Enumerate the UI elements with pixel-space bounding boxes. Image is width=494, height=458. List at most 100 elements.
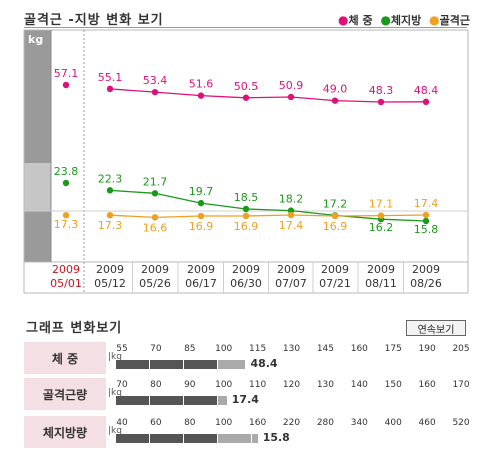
x-tick-date: 07/07 [275,277,307,290]
data-label: 16.9 [323,220,348,233]
data-point [106,85,114,93]
gauge-tick-label: 130 [282,344,301,354]
gauge-scale: 55 70 85 100 115 130 145 160 175 190 205 [116,344,472,358]
chart-title: 골격근 -지방 변화 보기 [24,13,164,28]
gauge-tick-label: 190 [418,344,436,354]
gauge-unit: |kg [108,426,122,436]
gauge-tick-label: 520 [452,418,470,428]
gauge-segment [149,360,183,369]
gauge-scale: 40 60 80 100 160 220 280 340 400 460 520 [116,418,472,432]
gauge-tick-label: 90 [184,380,196,390]
gauge-segment [183,396,217,405]
gauge-tick-label: 120 [282,380,301,390]
data-label: 18.2 [279,193,304,206]
gauge-tick-label: 220 [282,418,301,428]
series-line [109,88,427,103]
data-point [377,212,385,219]
data-point [287,211,295,219]
x-tick-year: 2009 [412,263,440,276]
data-point [242,212,250,220]
data-point [197,199,205,207]
gauge-tick-label: 145 [316,344,335,354]
plot-frame [23,29,469,294]
data-point [62,212,70,219]
data-label: 50.9 [279,79,304,92]
gauge-tick-label: 205 [452,344,470,354]
gauge-tick-label: 160 [350,344,368,354]
gauge-segment [149,434,183,443]
x-tick-year: 2009 [367,263,395,276]
data-label: 15.8 [414,223,439,236]
data-label: 17.4 [414,197,439,210]
data-label: 55.1 [98,71,123,84]
gauge-bar [116,360,246,369]
gauge-row: 골격근량 |kg 70 80 90 100 110 120 130 140 150 160 170 17.… [24,378,474,410]
gauge-segment [116,434,149,443]
data-label: 49.0 [323,83,348,96]
gauge-value: 17.4 [231,393,259,406]
gauge-tick-label: 115 [249,344,267,354]
data-point [197,212,205,220]
legend-item-weight: ●체 중 [338,13,373,27]
y-band-dark [24,211,51,262]
gauge-tick-label: 60 [150,418,162,428]
gauge-tick-label: 400 [384,418,402,428]
gauge-tick-label: 150 [384,380,402,390]
legend-item-muscle: ●골격근 [429,13,470,27]
x-tick-date: 06/17 [185,277,217,290]
gauge-segment [217,360,246,369]
x-tick-year: 2009 [277,263,305,276]
y-band-mid [24,163,51,211]
data-point [377,98,385,106]
x-tick-date: 05/12 [94,277,126,290]
x-tick-date: 05/01 [50,277,82,290]
gauge-tick-label: 160 [418,380,436,390]
x-tick-date: 08/11 [365,277,397,290]
gauge-unit: |kg [108,388,122,398]
gauge-tick-label: 85 [184,344,196,354]
x-tick-year: 2009 [321,263,349,276]
data-point [242,94,250,101]
data-label: 22.3 [98,172,123,185]
data-label: 16.9 [234,220,259,233]
gauge-segment [149,396,183,405]
legend-dot-icon: ● [380,13,391,27]
gauge-segment [251,434,258,443]
gauge-tick-label: 170 [452,380,470,390]
x-tick-year: 2009 [96,263,124,276]
panel-title: 그래프 변화보기 [26,321,123,336]
gauge-tick-label: 100 [215,418,233,428]
x-tick-year: 2009 [52,263,80,276]
gauge-name: 골격근량 [24,378,106,410]
gauge-segment [116,360,149,369]
gauge-segment [217,434,251,443]
data-label: 23.8 [54,165,79,178]
data-label: 17.4 [279,219,304,232]
gauge-row: 체지방량 |kg 40 60 80 100 160 220 280 340 400 460 520 15.… [24,416,474,448]
gauge-segment [183,360,217,369]
gauge-tick-label: 160 [249,418,267,428]
gauge-bar [116,434,259,443]
gauge-tick-label: 280 [316,418,335,428]
data-label: 48.4 [414,84,439,97]
data-label: 48.3 [369,84,394,97]
data-label: 17.2 [323,197,348,210]
x-tick-year: 2009 [232,263,260,276]
gauge-tick-label: 110 [249,380,267,390]
x-tick-date: 06/30 [230,277,262,290]
legend-label: 골격근 [439,14,470,27]
data-point [197,92,205,99]
data-point [62,81,70,89]
series-line [109,189,427,222]
series-line [109,214,427,219]
gauge-tick-label: 70 [150,344,162,354]
y-unit-label: kg [28,33,43,46]
data-label: 17.3 [98,219,123,232]
data-point [106,187,114,194]
continuous-view-button[interactable]: 연속보기 [406,320,466,336]
data-label: 16.2 [369,221,394,234]
x-tick-year: 2009 [141,263,169,276]
data-point [331,97,339,104]
title-divider [24,27,467,28]
data-point [422,98,430,106]
